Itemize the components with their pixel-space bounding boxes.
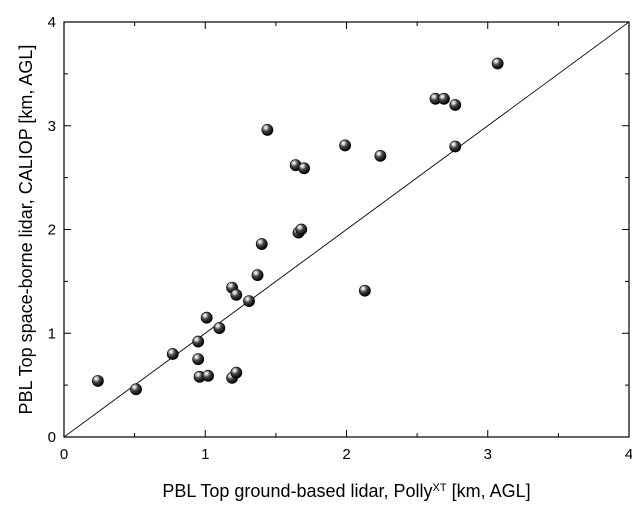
data-point bbox=[261, 123, 274, 136]
data-point bbox=[243, 295, 255, 307]
data-point bbox=[358, 284, 371, 297]
y-tick-label: 2 bbox=[48, 222, 56, 239]
data-point bbox=[200, 311, 213, 324]
x-tick-label: 0 bbox=[60, 446, 68, 463]
reference-line-layer bbox=[64, 22, 629, 437]
data-points-layer bbox=[92, 57, 504, 396]
data-point bbox=[130, 383, 142, 396]
data-point bbox=[230, 288, 243, 301]
y-axis-label: PBL Top space-borne lidar, CALIOP [km, A… bbox=[16, 45, 36, 415]
x-axis-label: PBL Top ground-based lidar, PollyXT [km,… bbox=[162, 481, 530, 501]
x-axis-label-suffix: [km, AGL] bbox=[447, 481, 531, 501]
data-point bbox=[449, 140, 462, 153]
data-point bbox=[192, 335, 205, 348]
data-point bbox=[255, 238, 268, 250]
data-point bbox=[295, 223, 308, 236]
plot-frame bbox=[63, 21, 630, 438]
x-tick-label: 1 bbox=[201, 446, 209, 463]
x-tick-label: 3 bbox=[484, 446, 492, 463]
tick-labels-layer: 0 1 2 3 4 0 1 2 3 4 bbox=[48, 14, 632, 463]
data-point bbox=[339, 139, 351, 152]
one-to-one-line bbox=[64, 22, 629, 437]
x-axis-label-superscript: XT bbox=[433, 482, 447, 494]
data-point bbox=[166, 348, 179, 360]
x-axis-label-prefix: PBL Top ground-based lidar, Polly bbox=[162, 481, 432, 501]
data-point bbox=[92, 375, 104, 387]
data-point bbox=[438, 92, 450, 105]
data-point bbox=[202, 369, 214, 382]
data-point bbox=[491, 57, 504, 70]
data-point bbox=[251, 269, 264, 282]
data-point bbox=[230, 366, 243, 379]
data-point bbox=[213, 322, 226, 334]
y-tick-label: 1 bbox=[48, 325, 56, 342]
y-tick-label: 3 bbox=[48, 118, 56, 135]
data-point bbox=[298, 162, 311, 175]
x-tick-label: 4 bbox=[625, 446, 632, 463]
data-point bbox=[449, 99, 462, 111]
x-tick-label: 2 bbox=[342, 446, 350, 463]
y-tick-label: 0 bbox=[48, 429, 56, 446]
data-point bbox=[374, 149, 387, 162]
y-tick-label: 4 bbox=[48, 14, 56, 31]
data-point bbox=[192, 353, 205, 366]
